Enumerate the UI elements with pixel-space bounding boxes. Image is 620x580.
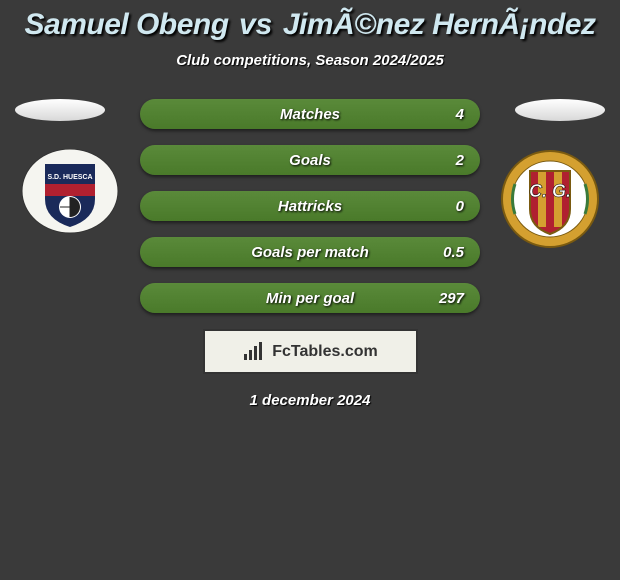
stats-area: S.D. HUESCA C. G. Matches 4 Goals 2 Hatt… [0,99,620,313]
stat-label: Matches [280,106,340,123]
stat-row: Hattricks 0 [140,191,480,221]
stat-row: Matches 4 [140,99,480,129]
stat-label: Hattricks [278,198,342,215]
stat-row: Goals per match 0.5 [140,237,480,267]
stat-value: 0.5 [443,244,464,261]
svg-text:S.D. HUESCA: S.D. HUESCA [47,174,92,181]
stat-label: Min per goal [266,290,354,307]
player1-name: Samuel Obeng [25,8,229,41]
vs-text: vs [239,8,272,41]
stat-row: Goals 2 [140,145,480,175]
stat-label: Goals per match [251,244,369,261]
stat-rows: Matches 4 Goals 2 Hattricks 0 Goals per … [140,99,480,313]
stat-value: 0 [456,198,464,215]
player2-name: JimÃ©nez HernÃ¡ndez [283,8,596,41]
stat-value: 297 [439,290,464,307]
left-club-badge: S.D. HUESCA [20,149,120,234]
stat-row: Min per goal 297 [140,283,480,313]
stat-label: Goals [289,152,331,169]
footer-text: FcTables.com [272,343,378,361]
right-club-badge: C. G. [500,149,600,249]
subtitle: Club competitions, Season 2024/2025 [0,52,620,69]
stat-value: 4 [456,106,464,123]
gimnastic-shield-icon: C. G. [500,149,600,249]
stat-value: 2 [456,152,464,169]
svg-text:C. G.: C. G. [529,181,571,201]
left-marker-ellipse [15,99,105,121]
footer-box: FcTables.com [203,329,418,374]
comparison-title: Samuel Obeng vs JimÃ©nez HernÃ¡ndez [0,0,620,42]
date-text: 1 december 2024 [0,392,620,409]
chart-icon [242,342,266,362]
right-marker-ellipse [515,99,605,121]
huesca-shield-icon: S.D. HUESCA [20,149,120,234]
